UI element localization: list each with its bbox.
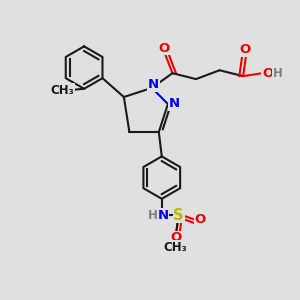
- Text: S: S: [173, 208, 184, 223]
- Text: CH₃: CH₃: [51, 84, 74, 97]
- Text: O: O: [194, 213, 206, 226]
- Text: H: H: [273, 67, 283, 80]
- Text: N: N: [148, 78, 159, 91]
- Text: O: O: [239, 43, 250, 56]
- Text: H: H: [148, 208, 158, 221]
- Text: O: O: [262, 67, 273, 80]
- Text: O: O: [158, 42, 169, 55]
- Text: CH₃: CH₃: [163, 241, 187, 254]
- Text: N: N: [158, 208, 169, 221]
- Text: O: O: [171, 231, 182, 244]
- Text: N: N: [169, 98, 180, 110]
